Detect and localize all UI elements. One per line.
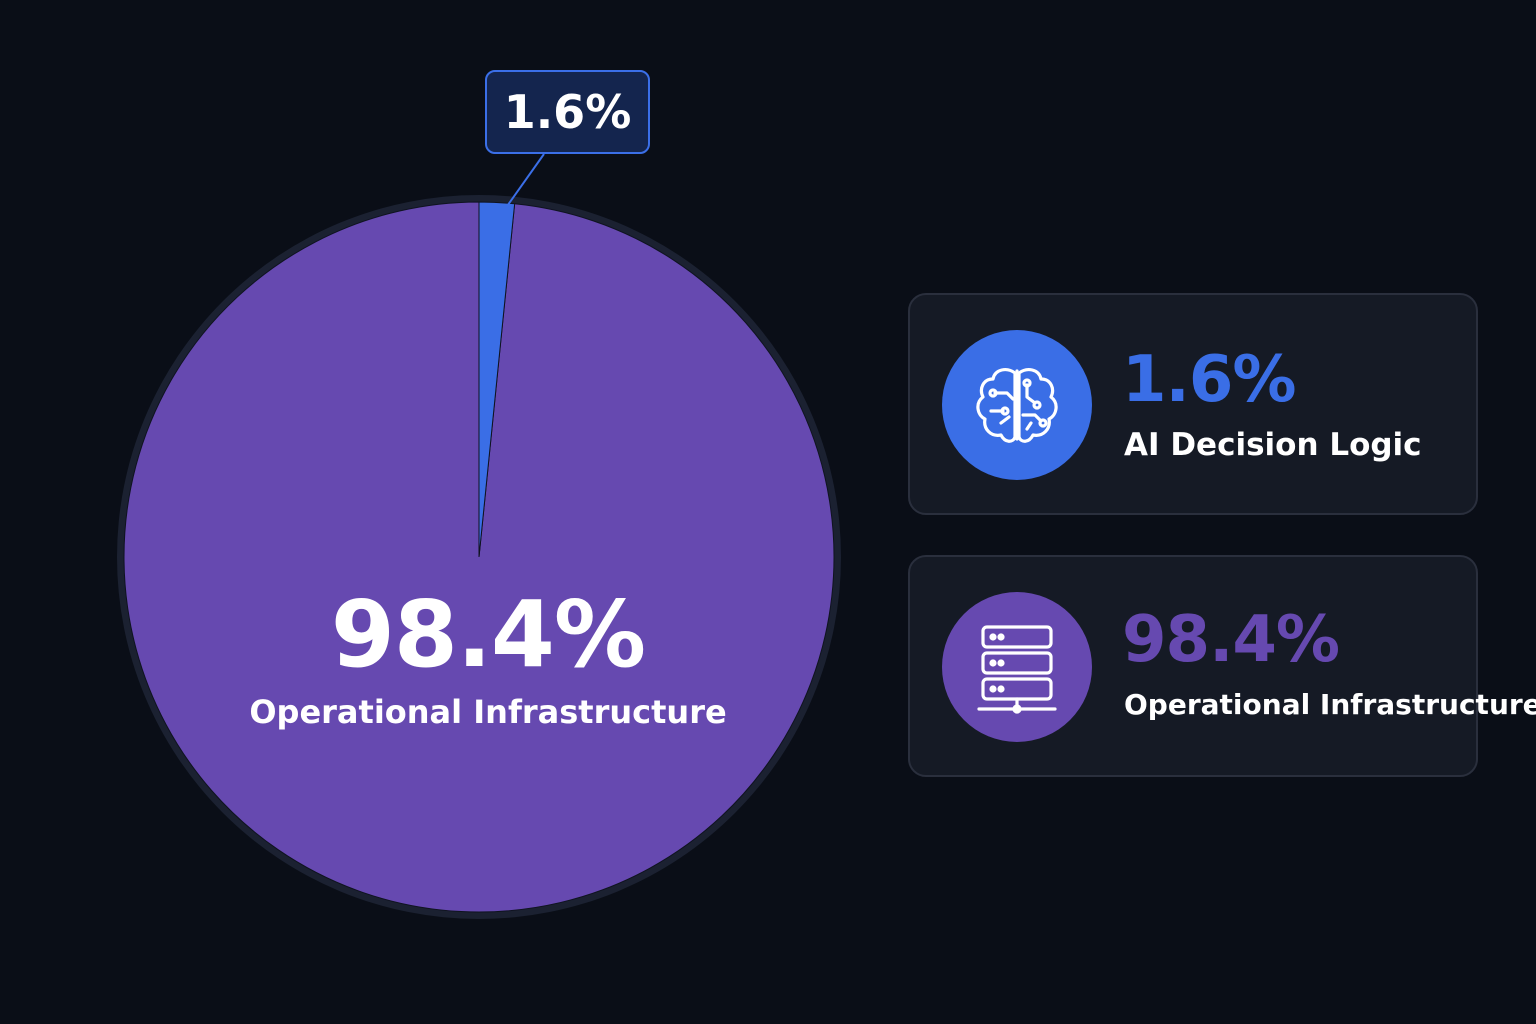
server-rack-icon [977, 625, 1057, 714]
legend-badge [942, 330, 1092, 480]
legend-value: 98.4% [1122, 603, 1340, 677]
slice-callout: 1.6% [485, 70, 650, 154]
legend-value: 1.6% [1122, 343, 1296, 417]
legend-badge [942, 592, 1092, 742]
slice-callout-value: 1.6% [503, 85, 632, 139]
legend-label: Operational Infrastructure [1124, 688, 1536, 721]
pie-center-value: 98.4% [330, 581, 646, 688]
legend-label: AI Decision Logic [1124, 427, 1422, 463]
legend-card-ai-decision-logic: 1.6% AI Decision Logic [908, 293, 1478, 515]
pie-center-label: Operational Infrastructure [249, 693, 727, 731]
pie-slice-ai-decision-logic[interactable] [478, 201, 516, 558]
callout-leader-line [506, 153, 545, 208]
legend-card-operational-infrastructure: 98.4% Operational Infrastructure [908, 555, 1536, 777]
brain-circuit-icon [976, 368, 1058, 443]
